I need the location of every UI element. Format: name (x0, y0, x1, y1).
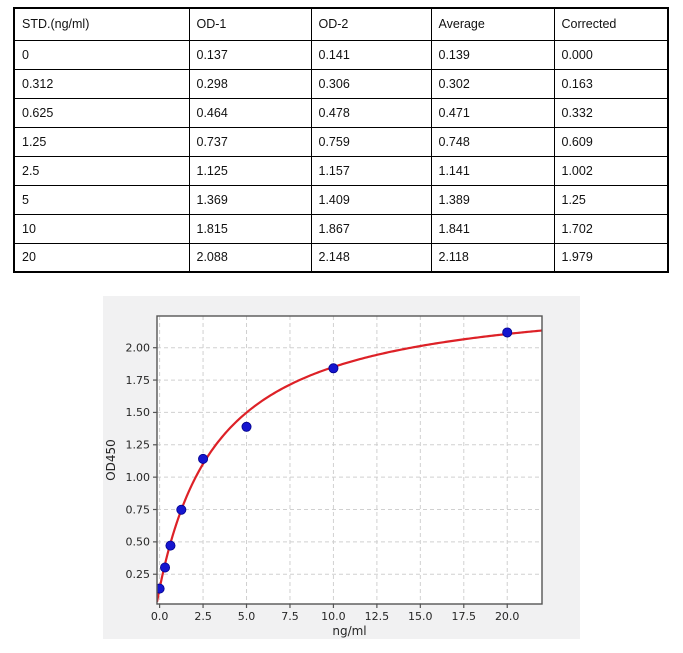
column-header-od-1: OD-1 (188, 7, 312, 41)
y-tick-label: 1.75 (126, 374, 151, 387)
table-cell: 5 (13, 184, 190, 215)
y-tick-label: 0.75 (126, 503, 151, 516)
table-cell: 0.306 (310, 68, 432, 99)
data-point (165, 540, 176, 551)
table-body: 0 0.137 0.141 0.139 0.000 0.312 0.298 0.306 0.30… (13, 39, 669, 273)
x-tick-label: 17.5 (452, 610, 477, 623)
table-cell: 0.163 (553, 68, 669, 99)
y-tick-label: 1.00 (126, 471, 151, 484)
data-point (176, 504, 187, 515)
data-point (241, 421, 252, 432)
column-header-std-ng-ml: STD.(ng/ml) (13, 7, 190, 41)
table-row: 0.312 0.298 0.306 0.302 0.163 (13, 68, 669, 99)
table-cell: 0.332 (553, 97, 669, 128)
table-cell: 1.702 (553, 213, 669, 244)
x-tick-label: 12.5 (365, 610, 390, 623)
table-cell: 0.139 (430, 39, 555, 70)
table-cell: 1.125 (188, 155, 312, 186)
table-cell: 20 (13, 242, 190, 273)
table-row: 10 1.815 1.867 1.841 1.702 (13, 213, 669, 244)
y-tick-label: 2.00 (126, 342, 151, 355)
column-header-average: Average (430, 7, 555, 41)
plot-border (156, 315, 543, 605)
x-tick-label: 20.0 (495, 610, 520, 623)
table-cell: 1.409 (310, 184, 432, 215)
table-cell: 1.867 (310, 213, 432, 244)
table-cell: 2.5 (13, 155, 190, 186)
standard-curve-figure: 0.0 2.5 5.0 7.5 10.0 12.5 15.0 17.5 20.0 0.25 0.50… (103, 296, 580, 639)
table-cell: 1.141 (430, 155, 555, 186)
table-header: STD.(ng/ml) OD-1 OD-2 Average Corrected (13, 7, 669, 41)
table-row: 20 2.088 2.148 2.118 1.979 (13, 242, 669, 273)
y-tick-label: 1.50 (126, 406, 151, 419)
table-cell: 1.979 (553, 242, 669, 273)
plot-area (157, 316, 542, 604)
x-tick-label: 7.5 (281, 610, 299, 623)
x-axis-label: ng/ml (332, 624, 366, 638)
x-tick-label: 10.0 (321, 610, 346, 623)
table-cell: 1.815 (188, 213, 312, 244)
table-cell: 2.148 (310, 242, 432, 273)
y-tick-label: 0.50 (126, 536, 151, 549)
table-cell: 1.841 (430, 213, 555, 244)
table-cell: 0.471 (430, 97, 555, 128)
x-tick-label: 15.0 (408, 610, 433, 623)
table-cell: 0.609 (553, 126, 669, 157)
table-cell: 0.625 (13, 97, 190, 128)
column-header-corrected: Corrected (553, 7, 669, 41)
data-point (160, 562, 171, 573)
table-cell: 0.298 (188, 68, 312, 99)
fit-curve (157, 329, 542, 603)
standard-curve-chart: 0.0 2.5 5.0 7.5 10.0 12.5 15.0 17.5 20.0 0.25 0.50… (103, 296, 580, 639)
table-cell: 1.002 (553, 155, 669, 186)
column-header-od-2: OD-2 (310, 7, 432, 41)
data-point (198, 453, 209, 464)
table-cell: 2.088 (188, 242, 312, 273)
table-header-row: STD.(ng/ml) OD-1 OD-2 Average Corrected (13, 7, 669, 41)
y-tick-label: 1.25 (126, 439, 151, 452)
table-cell: 0.759 (310, 126, 432, 157)
table-cell: 1.389 (430, 184, 555, 215)
table-cell: 1.369 (188, 184, 312, 215)
standards-table: STD.(ng/ml) OD-1 OD-2 Average Corrected 0 0.1… (13, 7, 669, 273)
table-row: 0.625 0.464 0.478 0.471 0.332 (13, 97, 669, 128)
table-row: 5 1.369 1.409 1.389 1.25 (13, 184, 669, 215)
table-cell: 0 (13, 39, 190, 70)
y-axis-label: OD450 (104, 439, 118, 481)
table-cell: 0.737 (188, 126, 312, 157)
table-cell: 10 (13, 213, 190, 244)
table-cell: 0.464 (188, 97, 312, 128)
table-cell: 1.25 (553, 184, 669, 215)
table-cell: 0.137 (188, 39, 312, 70)
table-cell: 0.000 (553, 39, 669, 70)
table-cell: 1.25 (13, 126, 190, 157)
y-tick-label: 0.25 (126, 568, 151, 581)
x-tick-label: 0.0 (151, 610, 169, 623)
table-cell: 0.302 (430, 68, 555, 99)
table-cell: 0.478 (310, 97, 432, 128)
table-row: 0 0.137 0.141 0.139 0.000 (13, 39, 669, 70)
table-cell: 1.157 (310, 155, 432, 186)
table-row: 1.25 0.737 0.759 0.748 0.609 (13, 126, 669, 157)
data-point (502, 327, 513, 338)
x-tick-label: 5.0 (238, 610, 256, 623)
table-row: 2.5 1.125 1.157 1.141 1.002 (13, 155, 669, 186)
table-cell: 0.141 (310, 39, 432, 70)
table-cell: 0.748 (430, 126, 555, 157)
data-point (328, 363, 339, 374)
table-cell: 0.312 (13, 68, 190, 99)
x-tick-label: 2.5 (194, 610, 212, 623)
table-cell: 2.118 (430, 242, 555, 273)
data-point (157, 583, 165, 594)
